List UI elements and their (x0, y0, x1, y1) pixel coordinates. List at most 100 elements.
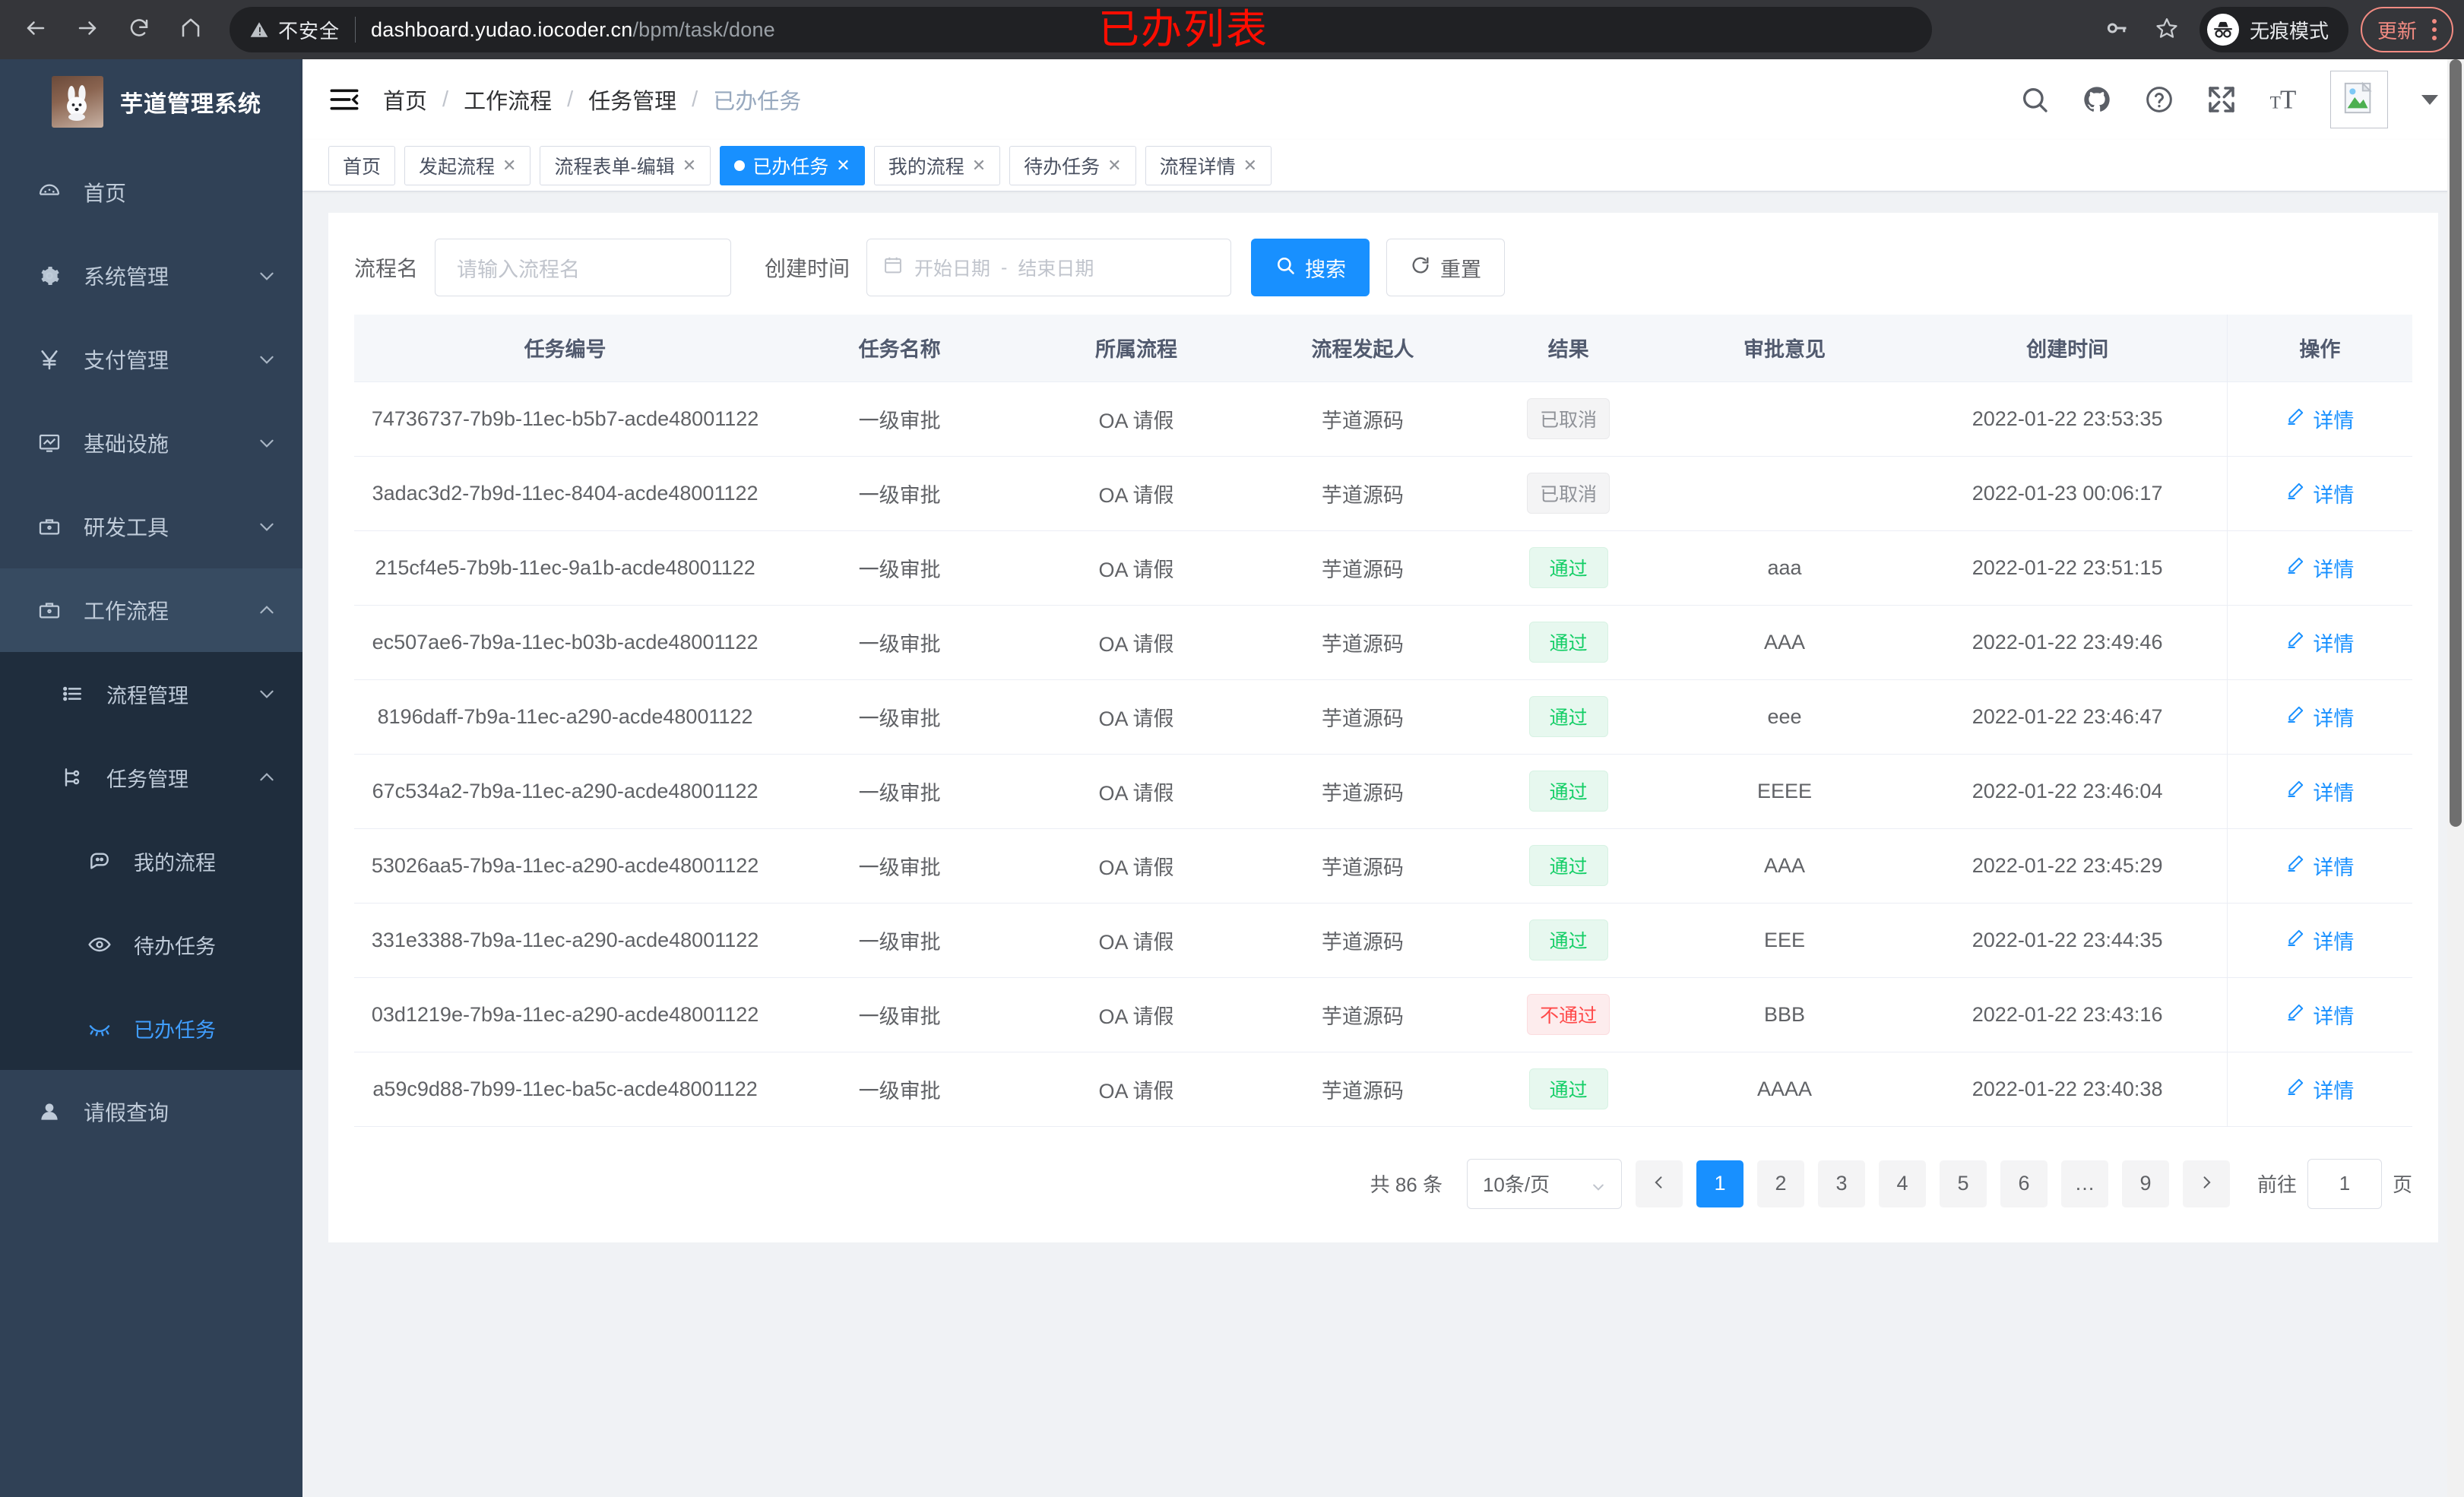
sidebar-item-workflow[interactable]: 工作流程 (0, 568, 302, 652)
cell-comment (1661, 381, 1908, 457)
avatar[interactable] (2330, 71, 2388, 128)
brand[interactable]: 芋道管理系统 (0, 59, 302, 144)
address-bar[interactable]: 不安全 dashboard.yudao.iocoder.cn/bpm/task/… (230, 7, 1932, 52)
breadcrumb-item-0[interactable]: 首页 (383, 90, 428, 114)
sidebar-item-devtools[interactable]: 研发工具 (0, 485, 302, 568)
sidebar-item-my-process[interactable]: 我的流程 (0, 819, 302, 903)
cell-process: OA 请假 (1023, 754, 1249, 829)
monitor-icon (32, 431, 67, 455)
detail-button[interactable]: 详情 (2285, 1000, 2354, 1030)
sidebar-item-todo-task[interactable]: 待办任务 (0, 903, 302, 986)
scrollbar-thumb[interactable] (2450, 59, 2462, 827)
table-row: ec507ae6-7b9a-11ec-b03b-acde48001122 一级审批… (354, 605, 2412, 680)
detail-button[interactable]: 详情 (2285, 777, 2354, 806)
breadcrumb-item-1[interactable]: 工作流程 (464, 90, 553, 114)
breadcrumb-item-2[interactable]: 任务管理 (588, 90, 677, 114)
sidebar-item-payment[interactable]: 支付管理 (0, 318, 302, 401)
page-button-6[interactable]: 6 (2000, 1160, 2048, 1207)
sidebar-item-task-management[interactable]: 任务管理 (0, 736, 302, 819)
close-icon[interactable]: ✕ (502, 155, 517, 175)
detail-button[interactable]: 详情 (2285, 404, 2354, 434)
hamburger-icon[interactable] (327, 82, 362, 117)
forward-button[interactable] (65, 8, 109, 52)
search-icon[interactable] (2019, 84, 2051, 116)
close-icon[interactable]: ✕ (836, 155, 850, 175)
browser-nav-buttons (0, 8, 213, 52)
date-range-picker[interactable]: 开始日期 - 结束日期 (866, 239, 1232, 296)
cell-process: OA 请假 (1023, 381, 1249, 457)
cell-task-name: 一级审批 (776, 456, 1024, 531)
home-button[interactable] (169, 8, 213, 52)
chevron-down-icon (257, 684, 277, 704)
kebab-menu-icon[interactable] (2423, 19, 2446, 40)
page-button-2[interactable]: 2 (1756, 1160, 1804, 1207)
sidebar-item-leave-query[interactable]: 请假查询 (0, 1070, 302, 1154)
sidebar-item-process-management[interactable]: 流程管理 (0, 652, 302, 736)
reset-button[interactable]: 重置 (1386, 239, 1506, 296)
tab-process-form-edit[interactable]: 流程表单-编辑 ✕ (540, 145, 711, 185)
page-button-1[interactable]: 1 (1696, 1160, 1743, 1207)
detail-button[interactable]: 详情 (2285, 702, 2354, 732)
page-scrollbar[interactable] (2447, 59, 2464, 1497)
detail-label: 详情 (2313, 1079, 2355, 1103)
chevron-left-icon (1652, 1172, 1667, 1195)
chevron-up-icon (257, 767, 277, 787)
detail-button[interactable]: 详情 (2285, 479, 2354, 508)
page-button-3[interactable]: 3 (1817, 1160, 1865, 1207)
detail-button[interactable]: 详情 (2285, 851, 2354, 881)
edit-pencil-icon (2285, 630, 2305, 655)
sidebar-item-home[interactable]: 首页 (0, 150, 302, 234)
tab-start-process[interactable]: 发起流程 ✕ (404, 145, 531, 185)
browser-toolbar: 不安全 dashboard.yudao.iocoder.cn/bpm/task/… (0, 0, 2464, 59)
tab-process-detail[interactable]: 流程详情 ✕ (1145, 145, 1272, 185)
page-size-select[interactable]: 10条/页 (1466, 1158, 1622, 1209)
process-name-input[interactable]: 请输入流程名 (435, 239, 732, 296)
status-badge: 通过 (1528, 919, 1608, 961)
jump-page-input[interactable]: 1 (2307, 1158, 2382, 1209)
page-button-5[interactable]: 5 (1939, 1160, 1987, 1207)
help-circle-icon[interactable] (2143, 84, 2175, 116)
cell-result: 通过 (1475, 903, 1661, 978)
tab-todo-task[interactable]: 待办任务 ✕ (1009, 145, 1136, 185)
chevron-down-icon[interactable] (2421, 94, 2438, 105)
tab-my-process[interactable]: 我的流程 ✕ (873, 145, 1001, 185)
sidebar-item-label: 基础设施 (84, 432, 169, 456)
password-manager-button[interactable] (2093, 8, 2140, 52)
close-icon[interactable]: ✕ (682, 155, 697, 175)
detail-button[interactable]: 详情 (2285, 1074, 2354, 1104)
update-button[interactable]: 更新 (2360, 7, 2453, 52)
reload-button[interactable] (117, 8, 161, 52)
close-icon[interactable]: ✕ (971, 155, 987, 175)
sidebar-item-infrastructure[interactable]: 基础设施 (0, 401, 302, 485)
sidebar-submenu-workflow: 流程管理 任务管理 我的流程 (0, 652, 302, 1070)
refresh-icon (1410, 255, 1431, 281)
next-page-button[interactable] (2182, 1160, 2230, 1207)
tab-home[interactable]: 首页 (328, 145, 396, 185)
page-button-4[interactable]: 4 (1878, 1160, 1926, 1207)
detail-button[interactable]: 详情 (2285, 628, 2354, 657)
sidebar-item-label: 系统管理 (84, 265, 169, 289)
search-button[interactable]: 搜索 (1251, 239, 1370, 296)
tab-done-task[interactable]: 已办任务 ✕ (720, 145, 865, 185)
detail-button[interactable]: 详情 (2285, 553, 2354, 583)
main-area: 首页 / 工作流程 / 任务管理 / 已办任务 (302, 59, 2464, 1497)
close-icon[interactable]: ✕ (1107, 155, 1122, 175)
prev-page-button[interactable] (1635, 1160, 1683, 1207)
github-icon[interactable] (2081, 84, 2113, 116)
detail-label: 详情 (2313, 781, 2355, 805)
detail-button[interactable]: 详情 (2285, 926, 2354, 955)
sidebar-item-system[interactable]: 系统管理 (0, 234, 302, 318)
sidebar-item-done-task[interactable]: 已办任务 (0, 986, 302, 1070)
edit-pencil-icon (2285, 779, 2305, 804)
back-button[interactable] (14, 8, 58, 52)
bookmark-button[interactable] (2143, 8, 2190, 52)
fullscreen-icon[interactable] (2206, 84, 2238, 116)
cell-result: 已取消 (1475, 456, 1661, 531)
close-icon[interactable]: ✕ (1243, 155, 1258, 175)
page-button-9[interactable]: 9 (2121, 1160, 2169, 1207)
page-ellipsis[interactable]: … (2060, 1160, 2108, 1207)
incognito-indicator[interactable]: 无痕模式 (2199, 7, 2348, 52)
sidebar-item-label: 待办任务 (134, 935, 216, 958)
edit-pencil-icon (2285, 853, 2305, 878)
